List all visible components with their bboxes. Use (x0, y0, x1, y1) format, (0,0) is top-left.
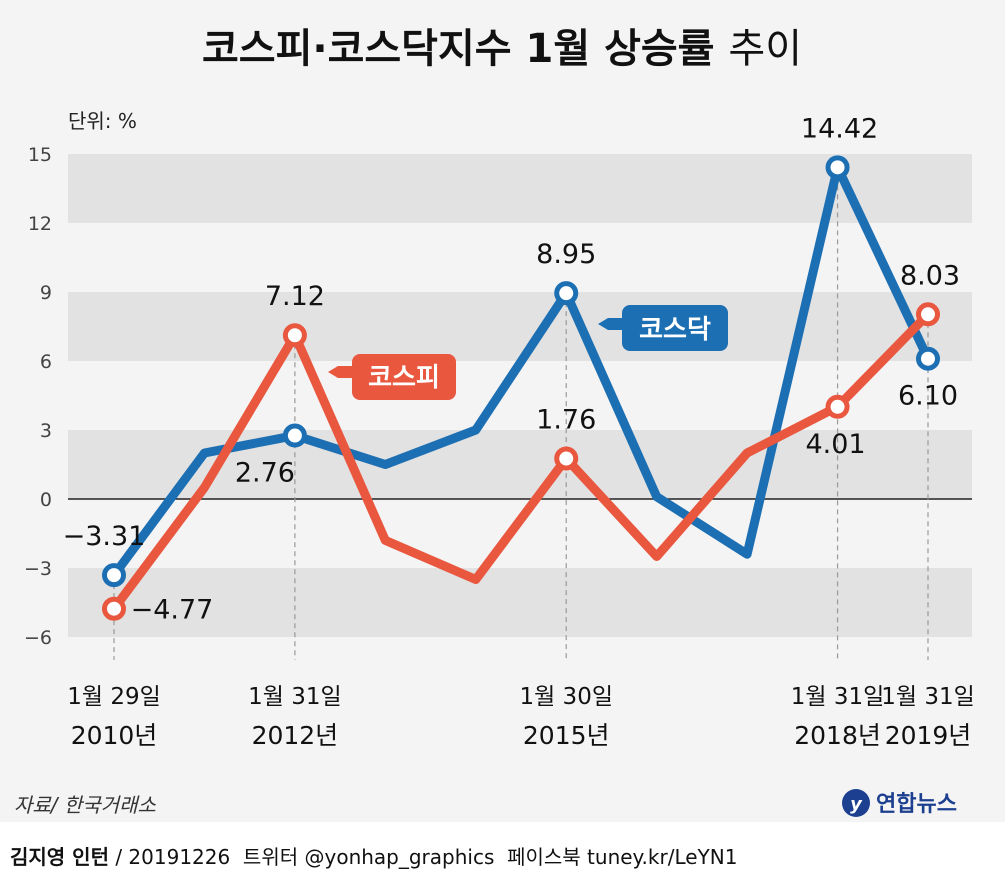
grid-band (68, 292, 972, 361)
data-label-kosdaq: 6.10 (898, 381, 958, 412)
legend-kosdaq-label: 코스닥 (639, 315, 711, 345)
data-label-kosdaq: −3.31 (63, 521, 146, 552)
data-label-kospi: 4.01 (805, 429, 865, 460)
y-tick-label: 15 (28, 144, 52, 166)
yonhap-logo: y 연합뉴스 (842, 789, 957, 817)
yonhap-logo-text: 연합뉴스 (876, 791, 957, 817)
y-tick-label: 9 (40, 282, 52, 304)
grid-band (68, 154, 972, 223)
data-point-kosdaq (282, 423, 307, 448)
footer-credit: 김지영 인턴 / 20191226 트위터 @yonhap_graphics 페… (10, 845, 737, 869)
unit-label: 단위: % (68, 109, 137, 133)
legend-kospi-label: 코스피 (368, 363, 440, 393)
data-label-kospi: 7.12 (265, 281, 325, 312)
x-tick-year: 2015년 (523, 721, 610, 750)
data-point-kosdaq (825, 155, 850, 180)
data-label-kospi: 1.76 (536, 405, 596, 436)
data-point-kospi (282, 323, 307, 348)
y-tick-label: 3 (40, 420, 52, 442)
x-tick-date: 1월 31일 (881, 684, 975, 710)
data-label-kosdaq: 14.42 (801, 113, 878, 144)
data-labels: −3.31 2.76 8.95 14.42 6.10 −4.77 7.12 1.76 4.01 8… (63, 113, 960, 625)
series-line-kosdaq (109, 162, 933, 580)
svg-text:y: y (850, 794, 863, 815)
data-point-kosdaq (102, 563, 126, 588)
legend-kospi: 코스피 (328, 354, 456, 400)
y-tick-label: 12 (28, 213, 52, 235)
data-label-kosdaq: 8.95 (536, 239, 596, 270)
grid-bands (68, 154, 972, 637)
x-tick-date: 1월 30일 (519, 684, 613, 710)
data-point-kospi (825, 394, 850, 419)
data-label-kosdaq: 2.76 (235, 458, 295, 489)
x-tick-date: 1월 29일 (67, 684, 161, 710)
data-point-kospi (554, 446, 579, 471)
legend-kosdaq-pointer (598, 318, 622, 330)
y-tick-label: −6 (24, 627, 52, 649)
legend-kosdaq-box (622, 305, 728, 351)
footer-bar (0, 822, 1005, 890)
legend-kospi-box (352, 354, 456, 400)
x-tick-year: 2010년 (71, 721, 158, 750)
y-tick-label: 6 (40, 351, 52, 373)
chart-title: 코스피·코스닥지수 1월 상승률 추이 (202, 26, 802, 72)
source-note: 자료/ 한국거래소 (14, 793, 156, 817)
data-point-kosdaq (554, 281, 579, 306)
y-axis: 15 12 9 6 3 0 −3 −6 (24, 144, 52, 649)
data-point-kospi (102, 596, 126, 621)
series-line-kospi (109, 309, 933, 614)
y-tick-label: 0 (40, 489, 52, 511)
data-point-kospi (916, 302, 940, 327)
x-tick-year: 2018년 (794, 721, 881, 750)
data-point-kosdaq (916, 346, 940, 371)
series-points (102, 155, 940, 621)
x-tick-year: 2019년 (885, 721, 972, 750)
legend-kosdaq: 코스닥 (598, 305, 728, 351)
data-label-kospi: 8.03 (900, 260, 960, 291)
data-label-kospi: −4.77 (131, 595, 214, 626)
grid-band (68, 568, 972, 637)
legend-kospi-pointer (328, 366, 352, 378)
yonhap-logo-icon (842, 789, 870, 817)
x-tick-date: 1월 31일 (248, 684, 342, 710)
y-tick-label: −3 (24, 558, 52, 580)
x-tick-year: 2012년 (252, 721, 339, 750)
x-tick-date: 1월 31일 (791, 684, 885, 710)
series-lines (109, 162, 933, 614)
